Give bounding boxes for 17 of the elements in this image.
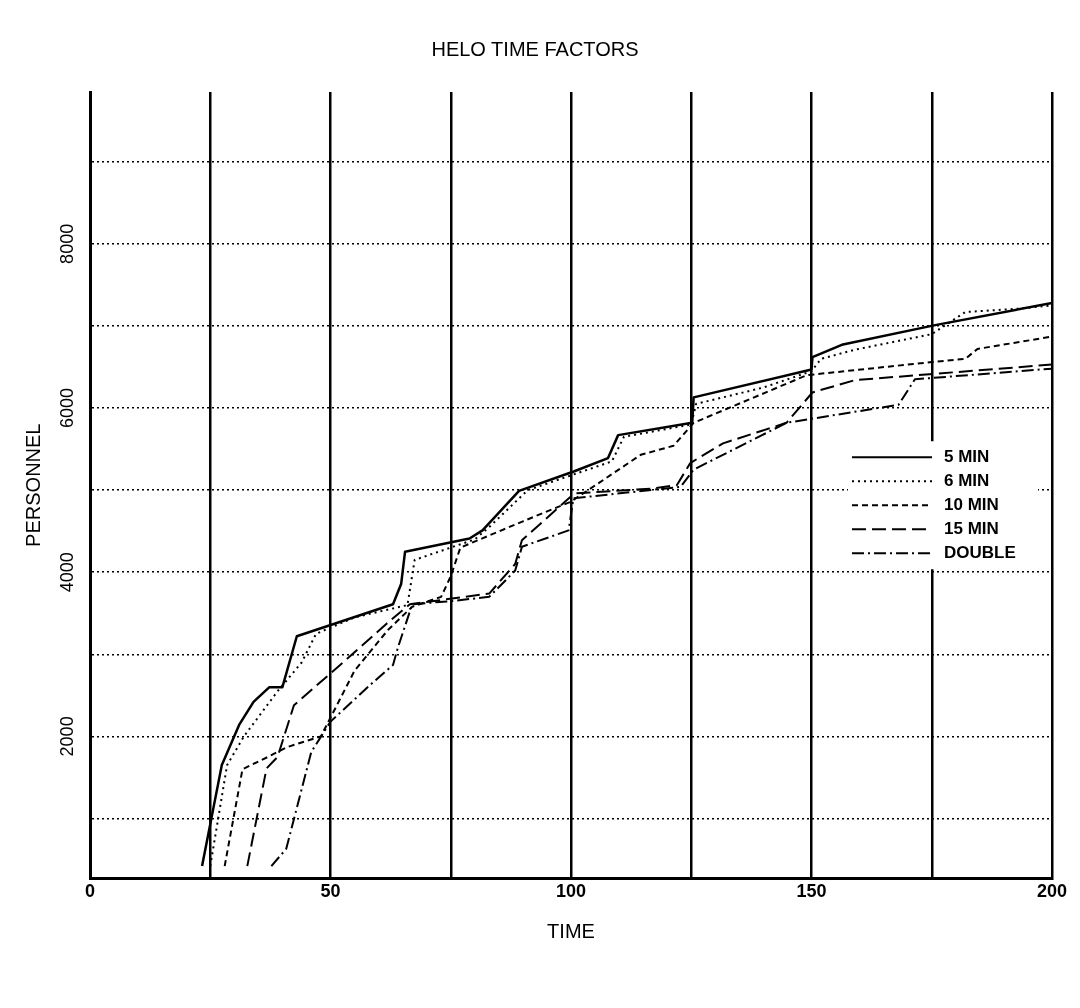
y-tick-label: 6000 bbox=[56, 388, 77, 429]
x-axis-title: TIME bbox=[547, 919, 595, 942]
x-tick-label: 100 bbox=[555, 881, 587, 902]
y-axis-title: PERSONNEL bbox=[21, 423, 44, 547]
legend-label: 6 MIN bbox=[944, 470, 990, 490]
legend-label: 10 MIN bbox=[944, 494, 999, 514]
x-tick-label: 150 bbox=[796, 881, 827, 902]
y-tick-label: 8000 bbox=[56, 223, 77, 264]
legend-label: DOUBLE bbox=[944, 542, 1016, 562]
chart-title: HELO TIME FACTORS bbox=[431, 37, 639, 60]
legend-label: 5 MIN bbox=[944, 446, 990, 466]
legend-label: 15 MIN bbox=[944, 518, 999, 538]
x-tick-label: 200 bbox=[1036, 881, 1068, 902]
y-tick-label: 2000 bbox=[56, 716, 77, 757]
x-tick-label: 0 bbox=[84, 881, 96, 902]
x-tick-label: 50 bbox=[320, 881, 341, 902]
y-tick-label: 4000 bbox=[56, 552, 77, 593]
